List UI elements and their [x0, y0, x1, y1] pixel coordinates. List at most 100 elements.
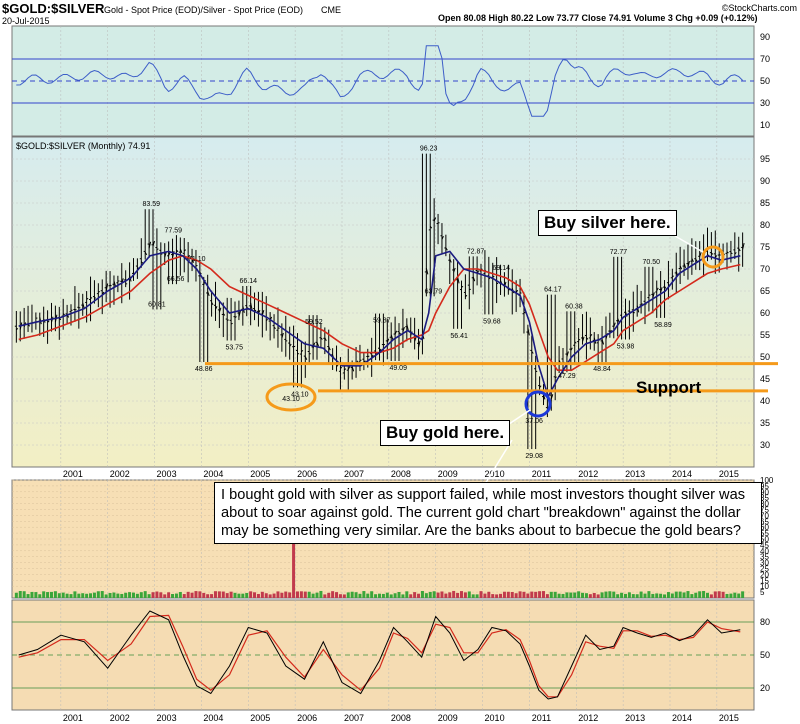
price-value-label: 48.84 [593, 366, 611, 373]
price-bar-close [211, 302, 214, 306]
price-bar-close [550, 394, 554, 399]
x-tick-label: 2014 [672, 713, 692, 723]
price-bar-close [379, 348, 382, 352]
volume-bar [225, 593, 229, 598]
price-bar-close [441, 236, 444, 240]
price-bar-close [47, 320, 50, 323]
volume-bar [643, 593, 647, 598]
volume-bar [612, 591, 616, 598]
price-value-label: 96.23 [420, 146, 438, 153]
buy-silver-circle [701, 245, 725, 269]
volume-bar [467, 591, 471, 598]
x-tick-label: 2008 [391, 469, 411, 479]
volume-bar [159, 592, 163, 598]
price-value-label: 43.10 [291, 391, 309, 398]
x-tick-label: 2015 [719, 713, 739, 723]
volume-bar [381, 593, 385, 598]
price-bar-close [230, 322, 233, 325]
volume-bar [139, 592, 143, 598]
volume-bar [342, 594, 346, 598]
x-tick-label: 2007 [344, 469, 364, 479]
price-bar-close [457, 276, 460, 284]
price-bar-close [531, 351, 534, 354]
price-bar-close [86, 297, 89, 300]
volume-bar [694, 592, 698, 598]
price-bar-close [445, 247, 448, 251]
price-bar-close [738, 248, 741, 252]
price-bar-close [535, 370, 538, 373]
volume-bar [77, 593, 81, 598]
volume-bar [569, 592, 573, 598]
volume-bar [206, 594, 210, 598]
volume-bar [623, 593, 627, 598]
price-tick-label: 90 [760, 176, 770, 186]
volume-bar [725, 593, 729, 598]
volume-bar [655, 593, 659, 598]
volume-bar [413, 592, 417, 598]
x-tick-label: 2005 [250, 469, 270, 479]
volume-bar [456, 592, 460, 598]
price-value-label: 69.14 [493, 265, 511, 272]
rsi-tick-label: 50 [760, 76, 770, 86]
volume-bar [46, 592, 50, 598]
copyright: ©StockCharts.com [722, 3, 797, 13]
volume-bar [709, 594, 713, 598]
price-bar-close [465, 294, 468, 298]
price-bar-close [371, 354, 374, 358]
volume-bar [702, 590, 706, 598]
price-value-label: 72.77 [610, 249, 628, 256]
volume-bar [565, 592, 569, 598]
price-bar-close [679, 265, 683, 270]
oscillator-tick-label: 80 [760, 617, 770, 627]
price-bar-close [148, 241, 152, 249]
price-bar-close [320, 337, 323, 340]
price-bar-close [398, 331, 401, 335]
volume-bar [299, 591, 303, 598]
price-bar-close [714, 255, 718, 258]
x-tick-label: 2010 [485, 713, 505, 723]
volume-bar [713, 591, 717, 598]
x-tick-label: 2005 [250, 713, 270, 723]
price-bar-close [492, 275, 495, 278]
volume-bar [65, 593, 69, 598]
volume-bar [350, 591, 354, 598]
price-bar-close [418, 340, 421, 348]
price-tick-label: 60 [760, 308, 770, 318]
volume-bar [573, 592, 577, 598]
volume-bar [557, 593, 561, 598]
price-bar-close [543, 394, 546, 400]
symbol-title: $GOLD:$SILVER [2, 1, 105, 16]
price-bar-close [16, 328, 19, 330]
volume-bar [741, 591, 745, 598]
price-bar-close [351, 366, 355, 372]
grid-layer [12, 26, 754, 710]
low-43-label: 43.10 [282, 396, 300, 403]
volume-tick-label: 35 [760, 553, 769, 562]
price-bar-close [515, 289, 519, 293]
volume-tick-label: 45 [760, 541, 769, 550]
volume-bar [303, 591, 307, 598]
volume-bar [264, 593, 268, 598]
price-labels: 83.59 77.59 71.10 60.81 66.56 66.14 53.75 48.86… [143, 146, 672, 460]
volume-bar [366, 593, 370, 598]
volume-bar [335, 592, 339, 598]
price-value-label: 37.06 [525, 418, 543, 425]
price-bar-close [156, 248, 159, 251]
price-bar-close [254, 309, 257, 312]
volume-bar [463, 592, 467, 598]
price-bar-close [414, 337, 417, 342]
volume-bar [198, 591, 202, 598]
x-tick-label: 2010 [485, 469, 505, 479]
volume-bar [729, 593, 733, 598]
price-bar-close [711, 252, 714, 255]
volume-bar [96, 591, 100, 598]
volume-bar [92, 592, 96, 598]
volume-bar [260, 591, 264, 598]
price-bar-close [472, 276, 476, 282]
volume-bar [514, 593, 518, 598]
volume-bar [194, 591, 198, 598]
volume-bar [213, 591, 217, 598]
volume-bar [487, 591, 491, 598]
oscillator-tick-label: 50 [760, 650, 770, 660]
price-bar-close [273, 326, 276, 330]
